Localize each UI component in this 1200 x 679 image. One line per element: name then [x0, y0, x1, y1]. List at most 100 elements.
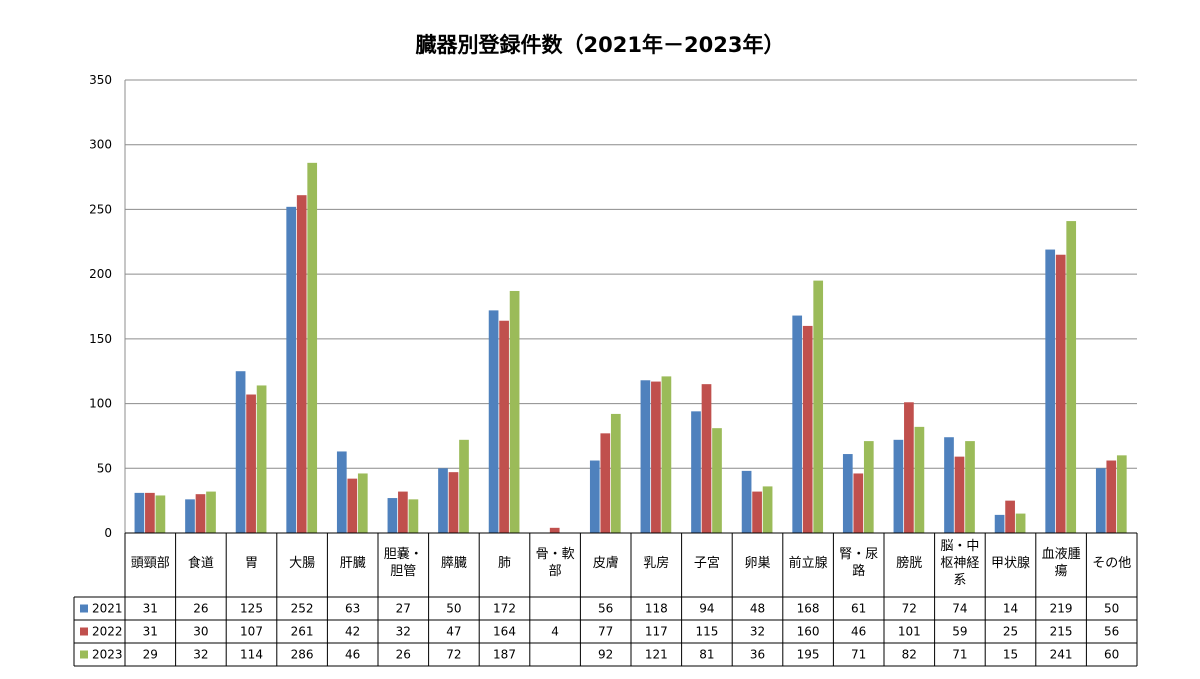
data-label: 252	[291, 602, 314, 616]
data-label: 71	[952, 648, 967, 662]
bar-2021-2	[235, 371, 246, 533]
category-label: 頭頸部	[131, 556, 170, 571]
data-label: 115	[695, 625, 718, 639]
category-label: 腎・尿	[839, 547, 878, 562]
data-label: 59	[952, 625, 967, 639]
data-label: 215	[1050, 625, 1073, 639]
bar-2023-14	[863, 441, 874, 533]
bar-2023-7	[509, 290, 520, 533]
bar-2023-6	[459, 439, 469, 533]
bars	[134, 162, 1127, 534]
bar-2023-19	[1116, 455, 1127, 533]
data-label: 30	[193, 625, 208, 639]
data-label: 60	[1104, 648, 1119, 662]
bar-2022-10	[651, 381, 661, 533]
data-label: 94	[699, 602, 714, 616]
category-label: 大腸	[289, 556, 315, 571]
bar-2023-13	[813, 280, 824, 533]
legend-swatch-2021	[80, 604, 88, 613]
data-label: 77	[598, 625, 613, 639]
bar-2022-19	[1106, 460, 1117, 533]
data-label: 32	[750, 625, 765, 639]
category-label: 胆管	[390, 564, 416, 579]
y-tick-label: 50	[97, 461, 112, 475]
category-label: 路	[852, 563, 865, 579]
data-label: 72	[446, 648, 461, 662]
bar-2021-19	[1095, 468, 1106, 533]
data-label: 26	[396, 648, 411, 662]
bar-2021-6	[438, 468, 448, 533]
data-label: 187	[493, 648, 516, 662]
legend-swatch-2022	[80, 627, 88, 636]
data-label: 63	[345, 602, 360, 616]
y-tick-label: 200	[89, 267, 112, 281]
data-label: 56	[1104, 625, 1119, 639]
bar-2021-18	[1045, 249, 1056, 533]
legend-label: 2021	[92, 602, 123, 616]
bar-2022-18	[1055, 254, 1066, 533]
bar-2022-14	[853, 473, 864, 533]
bar-2023-11	[712, 428, 722, 533]
bar-2021-12	[741, 470, 752, 533]
category-label: 骨・軟	[536, 546, 575, 562]
data-label: 71	[851, 648, 866, 662]
bar-2022-6	[448, 472, 459, 533]
bar-2022-15	[904, 402, 914, 533]
bar-2021-16	[944, 437, 954, 533]
bar-2023-15	[914, 426, 925, 533]
data-label: 125	[240, 602, 263, 616]
category-label: 子宮	[694, 555, 720, 571]
legend-label: 2022	[92, 625, 123, 639]
data-label: 195	[797, 648, 820, 662]
data-label: 61	[851, 602, 866, 616]
bar-2022-12	[752, 491, 762, 533]
bar-2023-16	[965, 441, 975, 533]
category-label: 膵臓	[441, 556, 467, 571]
bar-2023-9	[610, 413, 621, 533]
bar-2021-1	[185, 499, 195, 533]
bar-2023-18	[1066, 221, 1077, 533]
data-label: 219	[1050, 602, 1073, 616]
data-label: 48	[750, 602, 765, 616]
category-label: 膀胱	[896, 555, 922, 571]
category-label: その他	[1092, 556, 1131, 571]
bar-2022-0	[145, 492, 155, 533]
data-label: 36	[750, 648, 765, 662]
y-tick-label: 300	[89, 138, 112, 152]
category-label: 胃	[245, 556, 258, 571]
data-label: 50	[446, 602, 461, 616]
data-label: 261	[291, 625, 314, 639]
data-label: 92	[598, 648, 613, 662]
bar-2023-17	[1015, 513, 1026, 533]
bar-2023-5	[408, 499, 419, 533]
data-label: 14	[1003, 602, 1018, 616]
bar-2021-7	[488, 310, 499, 533]
bar-2023-0	[155, 495, 166, 533]
category-label: 卵巣	[744, 556, 770, 571]
data-label: 26	[193, 602, 208, 616]
bar-2021-9	[589, 460, 600, 533]
bar-2021-11	[691, 411, 701, 533]
category-label: 部	[549, 564, 562, 579]
category-label: 肺	[498, 556, 511, 571]
data-label: 27	[396, 602, 411, 616]
bar-2022-13	[802, 325, 813, 533]
category-label: 食道	[188, 555, 214, 571]
data-label: 25	[1003, 625, 1018, 639]
bar-2023-4	[357, 473, 368, 533]
bar-2021-13	[792, 315, 803, 533]
category-label: 肝臓	[340, 556, 366, 571]
bar-2022-16	[954, 456, 965, 533]
category-label: 系	[953, 573, 966, 588]
bar-2021-3	[286, 206, 297, 533]
bar-2022-9	[600, 433, 611, 533]
y-tick-label: 350	[89, 73, 112, 87]
data-label: 15	[1003, 648, 1018, 662]
data-label: 32	[396, 625, 411, 639]
data-label: 164	[493, 625, 516, 639]
bar-2023-1	[206, 491, 216, 533]
data-label: 101	[898, 625, 921, 639]
data-label: 31	[143, 602, 158, 616]
data-label: 4	[551, 625, 559, 639]
